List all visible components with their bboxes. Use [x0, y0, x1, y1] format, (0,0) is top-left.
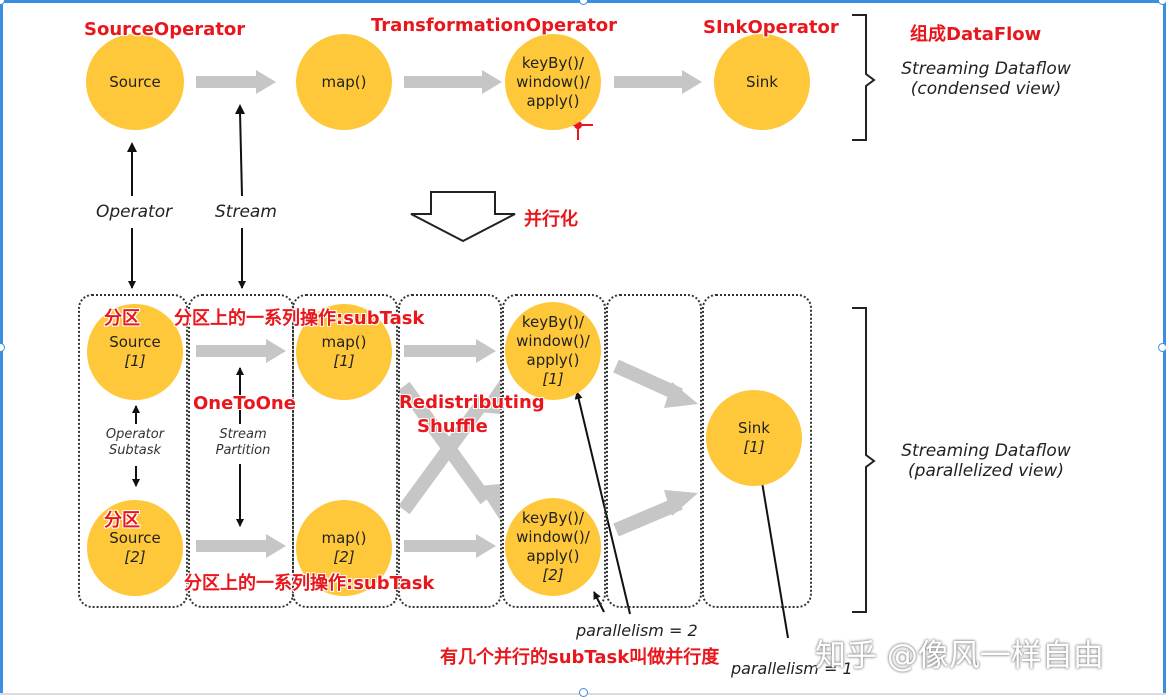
caption-parallelized-line1: Streaming Dataflow	[901, 441, 1071, 461]
label-parallelism-1: parallelism = 1	[731, 659, 853, 678]
node-sink-1: Sink [1]	[706, 390, 802, 486]
subtask-box-transform-sink	[606, 294, 702, 608]
node-transform-2-index: [2]	[542, 566, 564, 584]
watermark: 知乎 @像风一样自由	[815, 638, 1104, 674]
stream-arrow-source-map	[196, 70, 276, 94]
label-parallelism-note: 有几个并行的subTask叫做并行度	[440, 647, 720, 668]
label-parallelize: 并行化	[524, 209, 578, 230]
label-compose-dataflow: 组成DataFlow	[910, 24, 1042, 45]
node-sink-label: Sink	[746, 72, 778, 91]
node-map-1-index: [1]	[333, 352, 355, 370]
node-map: map()	[296, 34, 392, 130]
caption-parallelized: Streaming Dataflow (parallelized view)	[888, 441, 1084, 481]
label-operator-subtask-line2: Subtask	[108, 443, 162, 458]
stream-arrow-transform1-sink	[613, 359, 698, 408]
node-transform-1-index: [1]	[542, 370, 564, 388]
label-one-to-one: OneToOne	[193, 393, 296, 414]
parallelism1-pointer-sink	[757, 469, 789, 639]
label-parallelism-2: parallelism = 2	[576, 621, 698, 640]
label-stream-partition-line1: Stream	[219, 427, 267, 442]
label-stream-partition: Stream Partition	[200, 427, 286, 459]
stream-arrow-map-transform	[404, 70, 502, 94]
node-transform-2: keyBy()/ window()/ apply() [2]	[505, 498, 601, 596]
label-transformation-operator: TransformationOperator	[371, 15, 618, 36]
label-source-operator: SourceOperator	[84, 19, 246, 40]
subtask-box-source	[78, 294, 188, 608]
node-map-2-index: [2]	[333, 548, 355, 566]
label-subtask-a: 分区上的一系列操作:subTask	[174, 308, 425, 329]
stream-arrow-transform2-sink	[613, 490, 698, 537]
node-transform-2-line2: window()/	[516, 528, 590, 546]
node-transform-2-line3: apply()	[526, 547, 580, 565]
parallelism2-pointer-transform1	[574, 391, 631, 615]
subtask-box-transform	[502, 294, 606, 608]
node-transform-1: keyBy()/ window()/ apply() [1]	[505, 302, 601, 400]
brace-parallelized	[852, 307, 876, 613]
subtask-box-sink	[702, 294, 812, 608]
label-partition-b: 分区	[104, 510, 140, 531]
stream-arrow-source2-map2	[196, 534, 286, 558]
node-source-label: Source	[109, 72, 161, 91]
node-transform-line2: window()/	[516, 72, 590, 91]
node-transform-1-line3: apply()	[526, 351, 580, 369]
label-operator-subtask: Operator Subtask	[92, 427, 178, 459]
node-transform-line1: keyBy()/	[521, 53, 585, 72]
caption-condensed-line2: (condensed view)	[910, 79, 1062, 99]
resize-handle-right[interactable]	[1158, 343, 1166, 352]
node-map-1: map() [1]	[296, 304, 392, 400]
label-partition-a: 分区	[104, 308, 140, 329]
stream-arrow-transform-sink	[614, 70, 702, 94]
resize-handle-top-left[interactable]	[0, 0, 5, 5]
label-stream: Stream	[215, 202, 277, 222]
subtask-box-shuffle	[398, 294, 502, 608]
subtask-box-map	[292, 294, 398, 608]
caption-condensed-line1: Streaming Dataflow	[901, 59, 1071, 79]
node-map-1-label: map()	[321, 333, 367, 351]
stream-arrow-map1-transform1	[404, 339, 496, 363]
node-source: Source	[86, 34, 184, 130]
resize-handle-left[interactable]	[0, 343, 5, 352]
caption-parallelized-line2: (parallelized view)	[908, 461, 1064, 481]
label-operator: Operator	[96, 202, 173, 222]
stream-pointer-up	[239, 111, 243, 197]
label-subtask-b: 分区上的一系列操作:subTask	[184, 573, 435, 594]
node-transform-1-line2: window()/	[516, 332, 590, 350]
node-source-2-label: Source	[109, 529, 161, 547]
node-transform-line3: apply()	[526, 91, 580, 110]
node-sink: Sink	[714, 34, 810, 130]
parallelize-arrow	[410, 191, 516, 243]
node-transform: keyBy()/ window()/ apply()	[505, 34, 601, 130]
resize-handle-top-right[interactable]	[1158, 0, 1166, 5]
caption-condensed: Streaming Dataflow (condensed view)	[890, 59, 1082, 99]
node-map-2: map() [2]	[296, 500, 392, 596]
node-source-1-label: Source	[109, 333, 161, 351]
node-transform-1-line1: keyBy()/	[521, 313, 585, 331]
node-source-2: Source [2]	[87, 500, 183, 596]
stream-arrow-source1-map1	[196, 339, 286, 363]
label-sink-operator: SInkOperator	[703, 17, 839, 38]
stream-arrow-map2-transform2	[404, 534, 496, 558]
node-sink-1-label: Sink	[738, 419, 770, 437]
label-operator-subtask-line1: Operator	[105, 427, 165, 442]
label-redistributing: Redistributing	[399, 392, 545, 413]
node-transform-2-line1: keyBy()/	[521, 509, 585, 527]
node-map-label: map()	[321, 72, 367, 91]
node-source-1-index: [1]	[124, 352, 146, 370]
label-stream-partition-line2: Partition	[215, 443, 271, 458]
node-source-1: Source [1]	[87, 304, 183, 400]
node-source-2-index: [2]	[124, 548, 146, 566]
shuffle-arrow-up	[398, 380, 500, 515]
label-shuffle: Shuffle	[417, 416, 488, 437]
node-sink-1-index: [1]	[743, 438, 765, 456]
brace-condensed	[852, 14, 876, 141]
node-map-2-label: map()	[321, 529, 367, 547]
resize-handle-top[interactable]	[579, 0, 588, 5]
